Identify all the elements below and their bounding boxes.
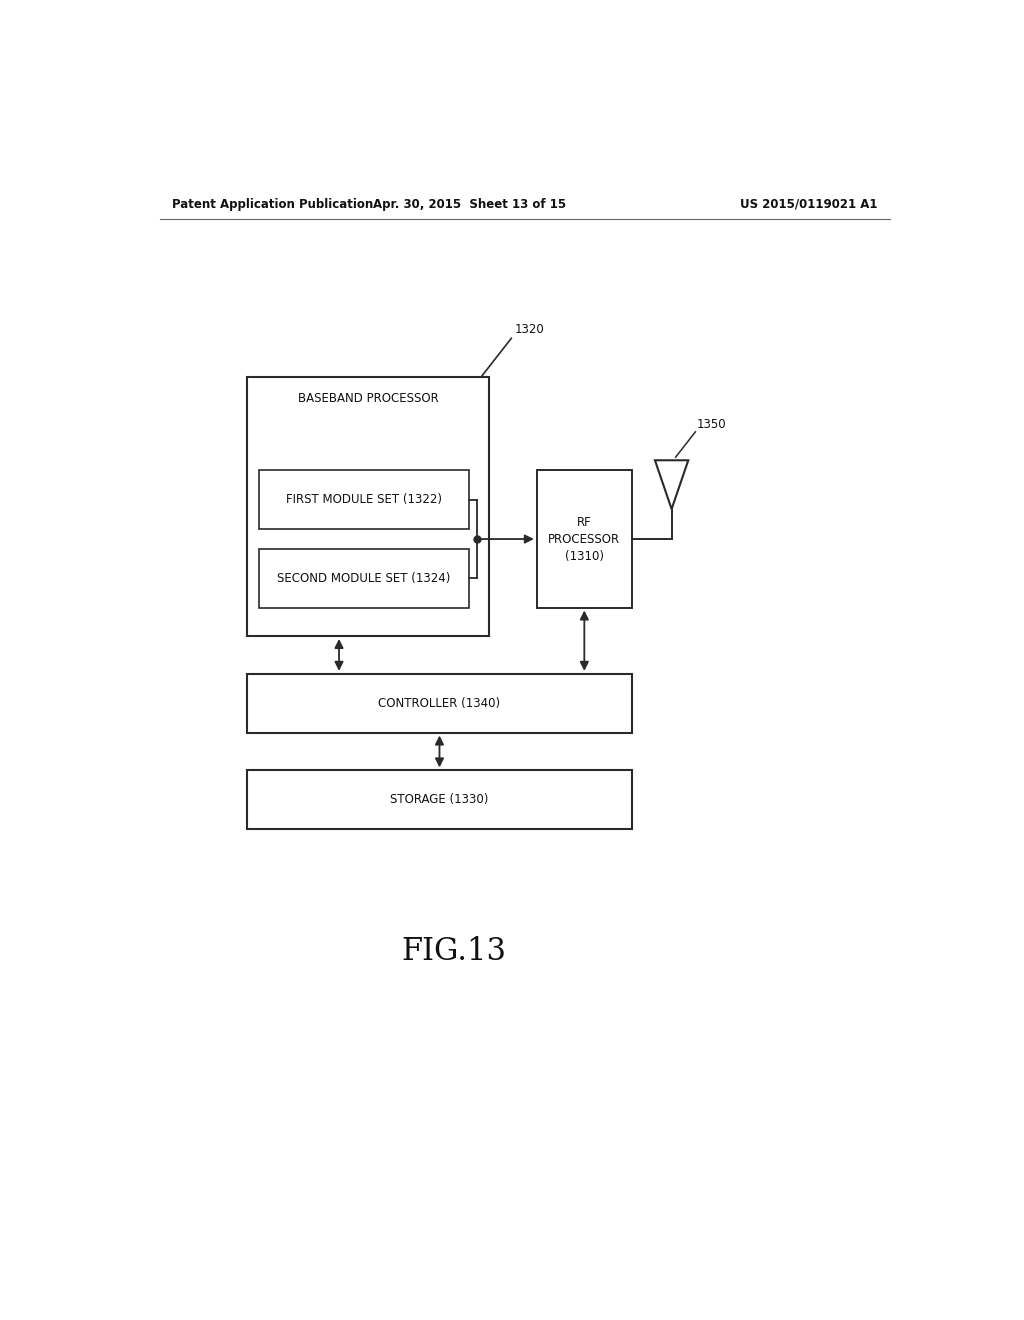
Bar: [259, 470, 469, 529]
Text: RF
PROCESSOR
(1310): RF PROCESSOR (1310): [548, 516, 621, 562]
Text: FIG.13: FIG.13: [400, 936, 506, 966]
Text: STORAGE (1330): STORAGE (1330): [390, 793, 488, 807]
Bar: [247, 673, 632, 733]
Text: 1320: 1320: [514, 323, 544, 337]
Text: 1350: 1350: [697, 418, 727, 430]
Bar: [537, 470, 632, 607]
Bar: [247, 771, 632, 829]
Bar: [247, 378, 489, 636]
Text: Apr. 30, 2015  Sheet 13 of 15: Apr. 30, 2015 Sheet 13 of 15: [373, 198, 566, 211]
Text: SECOND MODULE SET (1324): SECOND MODULE SET (1324): [278, 572, 451, 585]
Text: FIRST MODULE SET (1322): FIRST MODULE SET (1322): [286, 494, 442, 507]
Text: CONTROLLER (1340): CONTROLLER (1340): [379, 697, 501, 710]
Text: US 2015/0119021 A1: US 2015/0119021 A1: [740, 198, 878, 211]
Bar: [259, 549, 469, 607]
Text: BASEBAND PROCESSOR: BASEBAND PROCESSOR: [298, 392, 438, 405]
Text: Patent Application Publication: Patent Application Publication: [172, 198, 373, 211]
